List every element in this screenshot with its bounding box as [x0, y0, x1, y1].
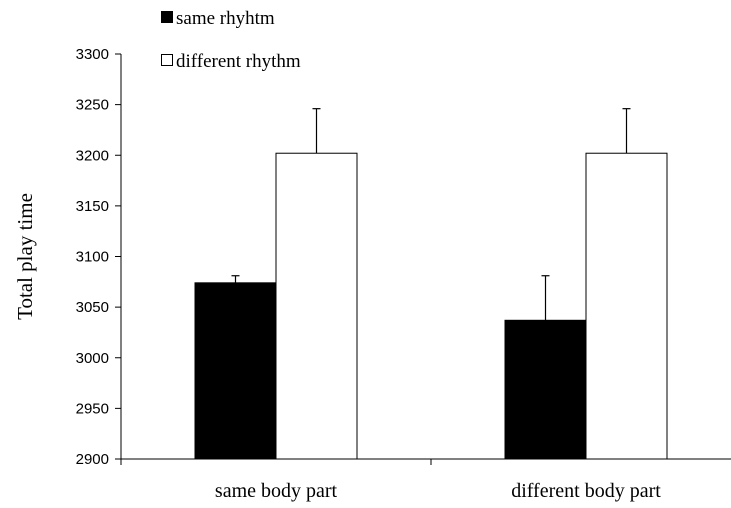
y-tick-label: 3200	[76, 147, 109, 164]
bar	[275, 152, 358, 460]
x-category-label: same body part	[215, 480, 338, 502]
bar	[504, 319, 587, 460]
y-tick-label: 3150	[76, 198, 109, 215]
y-tick-label: 2900	[76, 451, 109, 468]
y-tick-label: 3000	[76, 350, 109, 367]
y-tick-label: 3100	[76, 249, 109, 266]
y-tick-label: 2950	[76, 400, 109, 417]
legend: same rhyhtm different rhythm	[161, 8, 301, 72]
bar	[194, 282, 277, 460]
y-tick-label: 3250	[76, 97, 109, 114]
x-axis: same body part different body part	[120, 458, 731, 502]
y-tick-label: 3300	[76, 46, 109, 63]
legend-label: different rhythm	[176, 51, 301, 72]
legend-label: same rhyhtm	[176, 8, 275, 29]
bars	[194, 108, 668, 460]
y-axis: 2900 2950 3000 3050 3100 3150 3200 3250 3300	[76, 46, 122, 468]
bar	[585, 152, 668, 460]
y-axis-title: Total play time	[13, 193, 37, 320]
legend-swatch	[161, 54, 173, 66]
x-category-label: different body part	[511, 480, 661, 502]
y-tick-label: 3050	[76, 299, 109, 316]
legend-swatch	[161, 11, 173, 23]
